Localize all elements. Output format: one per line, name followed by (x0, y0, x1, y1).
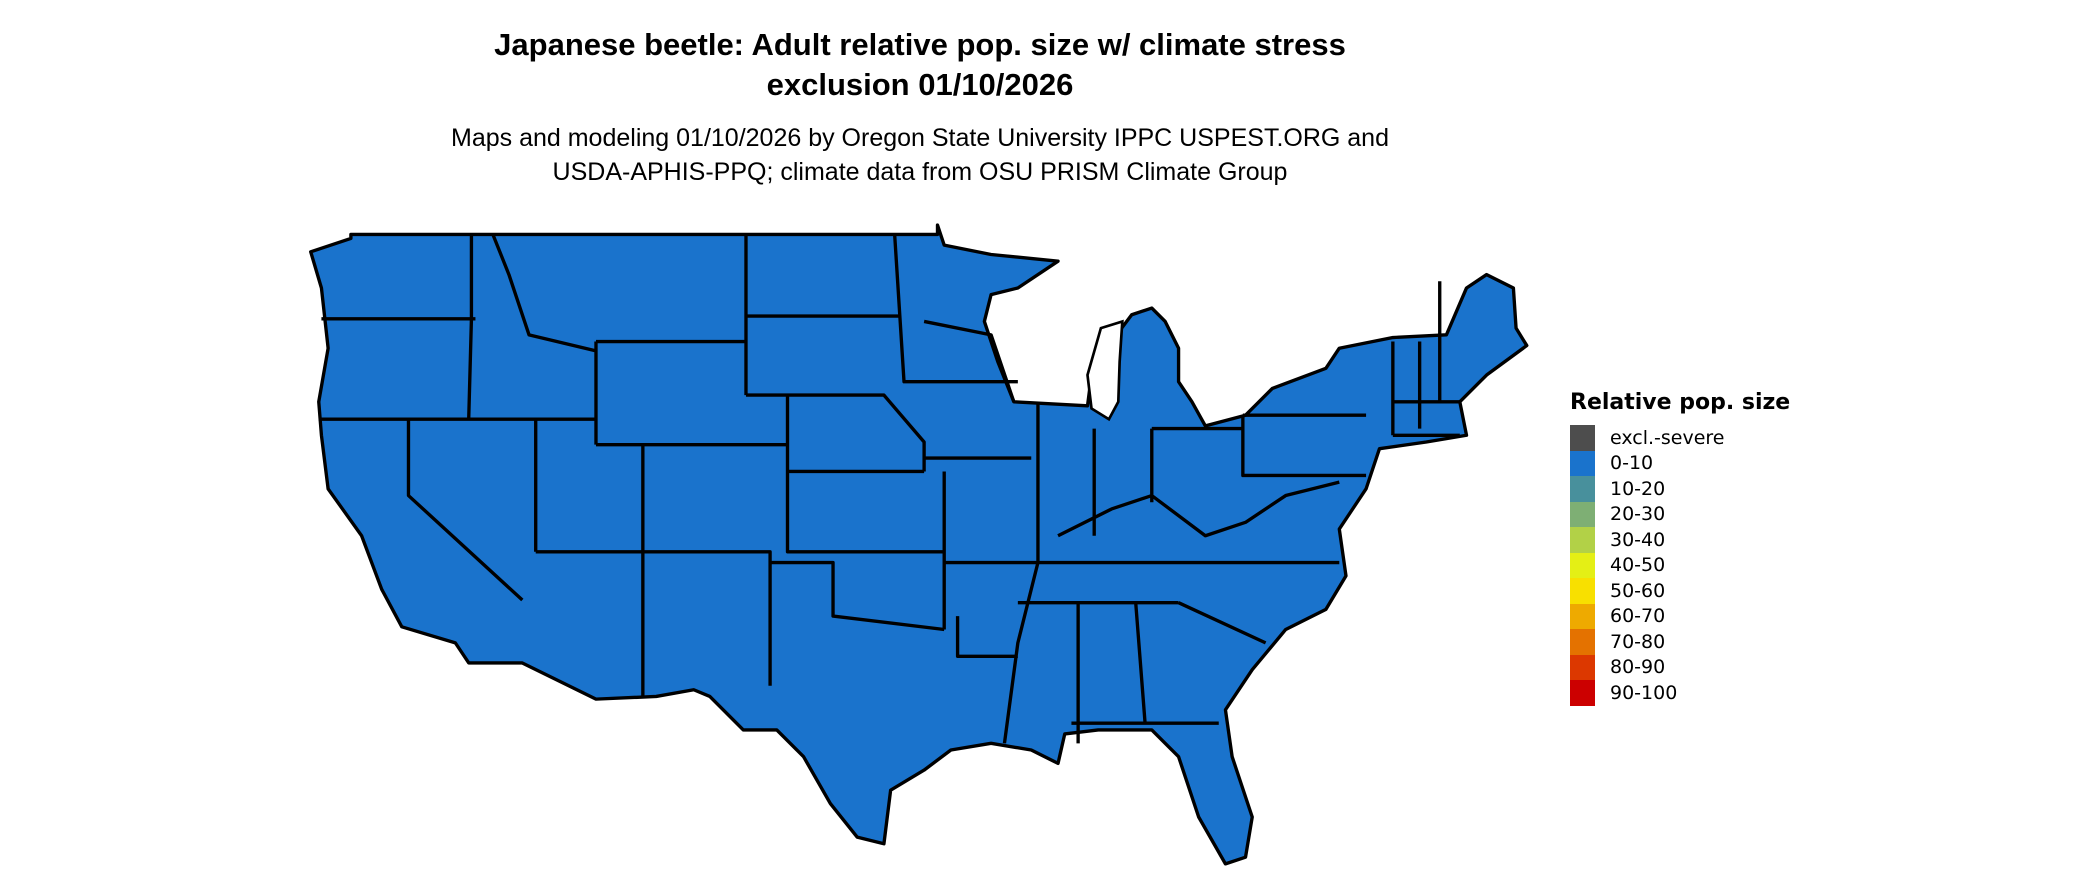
legend-label: 90-100 (1610, 681, 1678, 704)
legend-swatch (1570, 501, 1595, 527)
legend-swatch (1570, 629, 1595, 655)
legend-label: 40-50 (1610, 554, 1666, 577)
legend-label: 70-80 (1610, 630, 1666, 653)
legend-item: 0-10 (1570, 450, 1790, 476)
legend-swatch (1570, 476, 1595, 502)
legend-swatch (1570, 680, 1595, 706)
legend-label: 50-60 (1610, 579, 1666, 602)
map-title-line2: exclusion 01/10/2026 (766, 67, 1074, 102)
state-borders (318, 233, 1460, 744)
legend-item: 70-80 (1570, 629, 1790, 655)
legend-item: 30-40 (1570, 527, 1790, 553)
map-title-line1: Japanese beetle: Adult relative pop. siz… (494, 27, 1346, 62)
lake-michigan (1086, 319, 1124, 422)
legend-swatch (1570, 654, 1595, 680)
legend-item: 60-70 (1570, 603, 1790, 629)
legend-label: 30-40 (1610, 528, 1666, 551)
legend-title: Relative pop. size (1570, 390, 1791, 415)
legend-swatch (1570, 552, 1595, 578)
legend-item: 90-100 (1570, 680, 1790, 706)
map-subtitle-line1: Maps and modeling 01/10/2026 by Oregon S… (451, 124, 1389, 152)
legend-item: 20-30 (1570, 501, 1790, 527)
legend-swatch (1570, 527, 1595, 553)
legend: Relative pop. size excl.-severe 0-10 10-20… (1570, 390, 1790, 706)
legend-label: 80-90 (1610, 656, 1666, 679)
legend-label: 60-70 (1610, 605, 1666, 628)
legend-label: 0-10 (1610, 452, 1654, 475)
legend-item: 10-20 (1570, 476, 1790, 502)
legend-swatch (1570, 578, 1595, 604)
legend-item: 40-50 (1570, 552, 1790, 578)
legend-label: 10-20 (1610, 477, 1666, 500)
map-subtitle-line2: USDA-APHIS-PPQ; climate data from OSU PR… (552, 158, 1288, 186)
conus-landmass (309, 223, 1529, 866)
legend-label: excl.-severe (1610, 426, 1725, 449)
legend-swatch (1570, 425, 1595, 451)
legend-item: 80-90 (1570, 654, 1790, 680)
legend-item: 50-60 (1570, 578, 1790, 604)
legend-items: excl.-severe 0-10 10-20 20-30 30-40 40-50 50-6… (1570, 425, 1790, 706)
legend-item: excl.-severe (1570, 425, 1790, 451)
legend-swatch (1570, 603, 1595, 629)
legend-swatch (1570, 450, 1595, 476)
legend-label: 20-30 (1610, 503, 1666, 526)
